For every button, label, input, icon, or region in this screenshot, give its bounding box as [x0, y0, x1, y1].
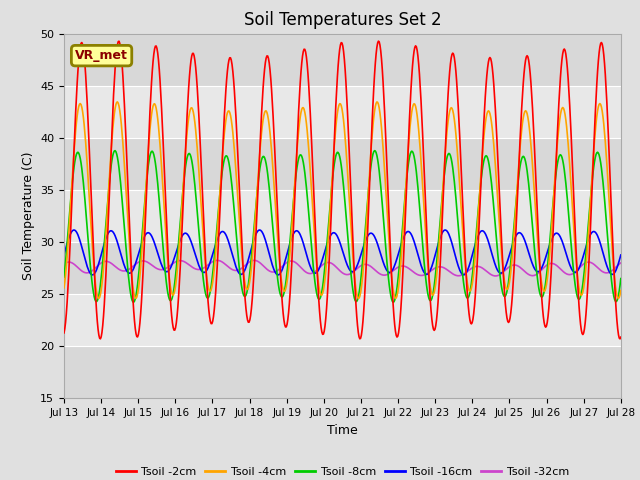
- Bar: [64, 86, 621, 138]
- Bar: [64, 34, 621, 86]
- Y-axis label: Soil Temperature (C): Soil Temperature (C): [22, 152, 35, 280]
- Bar: [64, 346, 621, 398]
- Bar: [64, 242, 621, 294]
- Bar: [64, 138, 621, 190]
- Legend: Tsoil -2cm, Tsoil -4cm, Tsoil -8cm, Tsoil -16cm, Tsoil -32cm: Tsoil -2cm, Tsoil -4cm, Tsoil -8cm, Tsoi…: [111, 462, 573, 480]
- X-axis label: Time: Time: [327, 424, 358, 437]
- Title: Soil Temperatures Set 2: Soil Temperatures Set 2: [244, 11, 441, 29]
- Bar: [64, 190, 621, 242]
- Text: VR_met: VR_met: [75, 49, 128, 62]
- Bar: [64, 294, 621, 346]
